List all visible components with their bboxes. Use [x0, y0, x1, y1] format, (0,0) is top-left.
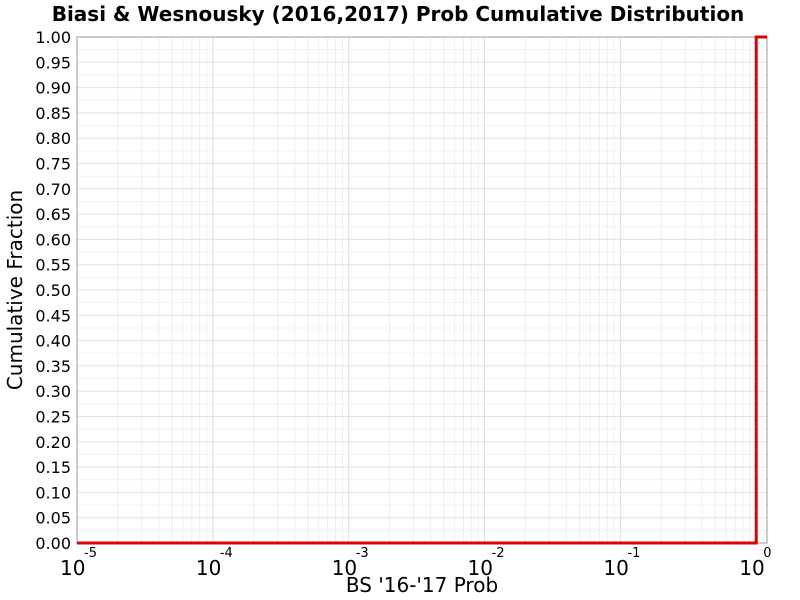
- y-tick-label: 0.05: [35, 509, 71, 528]
- x-tick-label-base: 10: [60, 556, 85, 580]
- y-axis-ticks: 0.00 0.05 0.10 0.15 0.20 0.25 0.30 0.35 0.40 0.45…: [35, 28, 71, 553]
- y-tick-label: 0.90: [35, 79, 71, 98]
- y-tick-label: 0.55: [35, 256, 71, 275]
- x-tick-label-exponent: 0: [763, 546, 771, 561]
- y-tick-label: 0.00: [35, 534, 71, 553]
- y-tick-label: 0.20: [35, 433, 71, 452]
- y-tick-label: 0.85: [35, 104, 71, 123]
- series-layer: [77, 35, 767, 545]
- x-tick-label-exponent: -5: [84, 546, 97, 561]
- y-tick-label: 0.35: [35, 357, 71, 376]
- x-tick-label-base: 10: [196, 556, 221, 580]
- x-tick-label-base: 10: [332, 556, 357, 580]
- y-tick-label: 0.50: [35, 281, 71, 300]
- x-axis-label: BS '16-'17 Prob: [346, 573, 498, 597]
- x-tick-label-base: 10: [468, 556, 493, 580]
- x-tick-label-exponent: -3: [356, 546, 369, 561]
- y-tick-label: 0.40: [35, 332, 71, 351]
- y-tick-label: 0.10: [35, 483, 71, 502]
- x-tick-label-exponent: -2: [492, 546, 505, 561]
- y-tick-label: 0.30: [35, 382, 71, 401]
- y-tick-label: 0.60: [35, 230, 71, 249]
- y-tick-label: 1.00: [35, 28, 71, 47]
- x-tick-label-base: 10: [739, 556, 764, 580]
- y-tick-label: 0.25: [35, 408, 71, 427]
- x-tick-label-base: 10: [603, 556, 628, 580]
- grid: [76, 36, 767, 544]
- chart-title: Biasi & Wesnousky (2016,2017) Prob Cumul…: [52, 2, 745, 26]
- series-line-0: [77, 35, 767, 545]
- y-tick-label: 0.70: [35, 180, 71, 199]
- y-tick-label: 0.75: [35, 155, 71, 174]
- y-tick-label: 0.65: [35, 205, 71, 224]
- x-tick-label-exponent: -4: [220, 546, 233, 561]
- y-tick-label: 0.45: [35, 306, 71, 325]
- y-tick-label: 0.80: [35, 129, 71, 148]
- x-tick-label-exponent: -1: [627, 546, 640, 561]
- y-axis-label: Cumulative Fraction: [3, 190, 27, 390]
- y-tick-label: 0.15: [35, 458, 71, 477]
- y-tick-label: 0.95: [35, 53, 71, 72]
